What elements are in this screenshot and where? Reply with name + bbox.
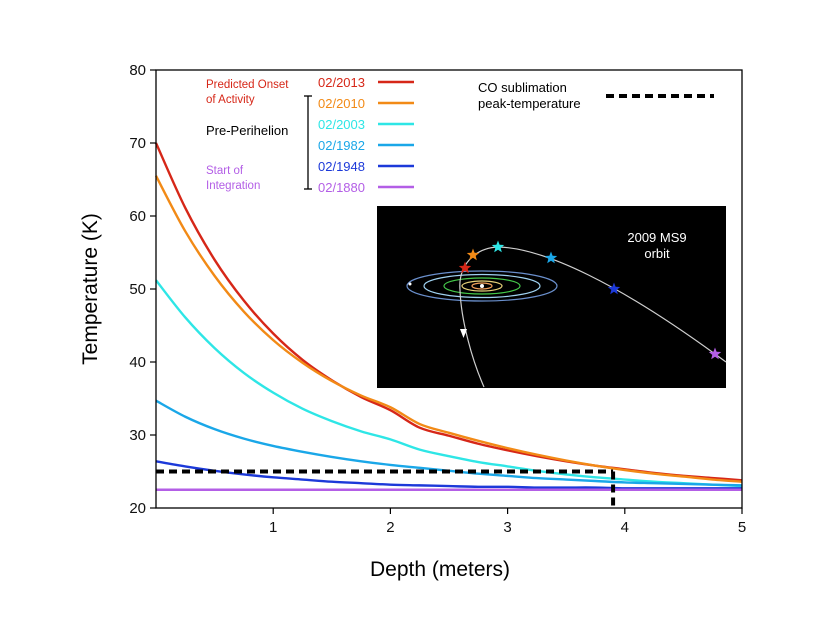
y-tick-label: 40 (129, 354, 146, 371)
trajectory-stars (458, 240, 722, 360)
inset-title-line2: orbit (644, 246, 670, 261)
x-tick-label: 2 (386, 519, 394, 536)
direction-arrow-icon (460, 329, 467, 338)
star-marker-icon (708, 347, 722, 360)
sun-icon (480, 284, 484, 288)
star-marker-icon (607, 282, 621, 295)
legend-label-02-1982: 02/1982 (318, 138, 365, 153)
legend-label-02-1948: 02/1948 (318, 159, 365, 174)
orbit-ring-5 (471, 282, 493, 290)
legend-label-02-2010: 02/2010 (318, 96, 365, 111)
comet-trajectory (459, 246, 727, 388)
x-tick-label: 5 (738, 519, 746, 536)
legend-label-02-1880: 02/1880 (318, 180, 365, 195)
star-marker-icon (466, 248, 480, 261)
inset-title-line1: 2009 MS9 (627, 230, 686, 245)
y-tick-label: 70 (129, 135, 146, 152)
legend: Predicted Onset of Activity Pre-Periheli… (206, 75, 714, 195)
legend-entries: 02/2013 02/2010 02/2003 02/1982 02/1948 02/18… (318, 75, 414, 195)
x-tick-label: 4 (621, 519, 629, 536)
y-axis-title: Temperature (K) (79, 213, 102, 365)
orbit-ring-3 (443, 277, 521, 295)
y-tick-label: 20 (129, 500, 146, 517)
legend-label-02-2003: 02/2003 (318, 117, 365, 132)
y-tick-label: 30 (129, 427, 146, 444)
orbit-ring-2 (423, 273, 541, 299)
co-label-line2: peak-temperature (478, 96, 581, 111)
series-layer (154, 142, 743, 491)
orbit-ring-outer (406, 270, 558, 302)
x-axis-title: Depth (meters) (370, 558, 510, 581)
orbit-ring-4 (461, 280, 503, 292)
legend-group-preperihelion: Pre-Perihelion (206, 123, 288, 138)
reference-line-layer (156, 469, 616, 508)
legend-group-start-line2: Integration (206, 180, 260, 192)
tick-layer: 1 2 3 4 5 20 30 40 50 60 70 80 (129, 62, 746, 536)
y-tick-label: 50 (129, 281, 146, 298)
star-marker-icon (491, 240, 505, 253)
star-marker-icon (458, 261, 472, 274)
legend-label-02-2013: 02/2013 (318, 75, 365, 90)
series-line-02-2003 (155, 279, 743, 488)
y-tick-label: 60 (129, 208, 146, 225)
x-tick-label: 3 (503, 519, 511, 536)
x-tick-label: 1 (269, 519, 277, 536)
series-line-02-2010 (154, 175, 743, 483)
star-marker-icon (544, 251, 558, 264)
series-line-02-1948 (155, 460, 742, 490)
y-tick-label: 80 (129, 62, 146, 79)
orbit-rings (406, 270, 558, 302)
legend-bracket (304, 95, 312, 190)
legend-group-start-line1: Start of (206, 165, 244, 177)
inset-background (377, 206, 726, 388)
legend-group-onset-line1: Predicted Onset (206, 79, 289, 91)
co-label-line1: CO sublimation (478, 80, 567, 95)
orbit-inset: 2009 MS9 orbit (377, 206, 727, 388)
planet-dot (408, 282, 412, 286)
legend-group-onset-line2: of Activity (206, 94, 255, 106)
